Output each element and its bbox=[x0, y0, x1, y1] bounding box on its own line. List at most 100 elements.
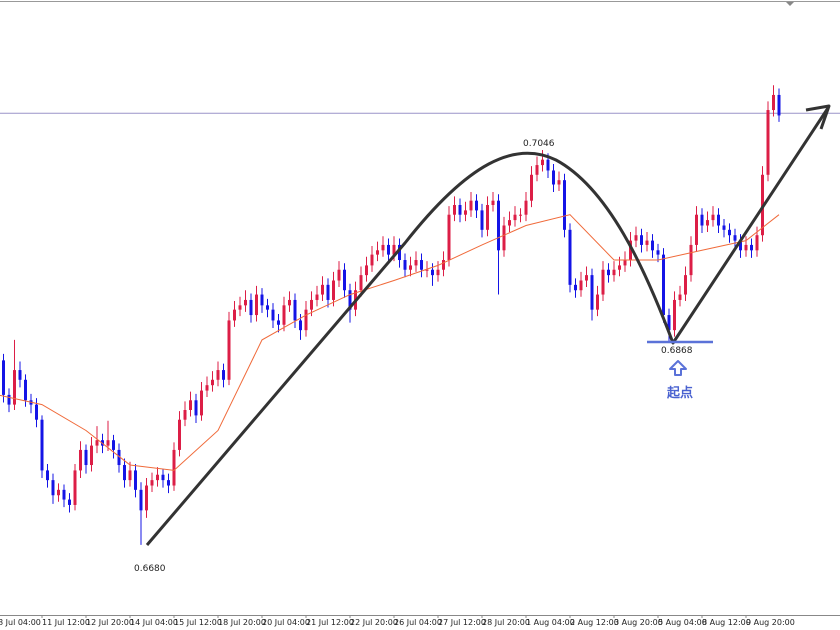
candle-body bbox=[321, 284, 324, 295]
candle-body bbox=[293, 299, 297, 321]
trend-arrow bbox=[145, 107, 830, 546]
candle-body bbox=[227, 320, 231, 380]
candle-body bbox=[546, 159, 550, 171]
candle-body bbox=[387, 244, 390, 255]
x-tick-label: 5 Aug 04:00 bbox=[658, 618, 707, 627]
x-tick-label: 20 Jul 04:00 bbox=[262, 618, 310, 627]
candle-body bbox=[156, 474, 159, 481]
candle-body bbox=[315, 294, 319, 300]
candle-body bbox=[183, 410, 187, 420]
candle-body bbox=[73, 470, 77, 505]
candle-body bbox=[414, 260, 418, 266]
arrow-head bbox=[805, 104, 831, 130]
candle-body bbox=[189, 400, 192, 410]
start-label: 起点 bbox=[666, 385, 693, 401]
candle-body bbox=[706, 220, 709, 226]
candle-body bbox=[755, 235, 759, 251]
candle-body bbox=[84, 449, 88, 466]
candle-body bbox=[348, 290, 352, 310]
x-tick-label: 8 Jul 04:00 bbox=[0, 618, 41, 627]
candle-body bbox=[398, 244, 401, 261]
candle-body bbox=[442, 260, 445, 270]
candle-body bbox=[381, 244, 385, 251]
candle-body bbox=[475, 200, 478, 211]
candle-body bbox=[469, 200, 473, 211]
candle-body bbox=[46, 470, 49, 481]
candle-body bbox=[777, 94, 781, 116]
candle-body bbox=[13, 370, 16, 405]
x-tick-label: 27 Jul 12:00 bbox=[438, 618, 486, 627]
x-tick-label: 8 Aug 12:00 bbox=[702, 618, 751, 627]
candle-body bbox=[288, 299, 291, 306]
candle-body bbox=[728, 229, 731, 236]
candle-body bbox=[304, 309, 308, 331]
candle-body bbox=[79, 449, 82, 471]
candle-body bbox=[425, 269, 429, 271]
candle-body bbox=[436, 269, 440, 276]
x-tick-label: 15 Jul 12:00 bbox=[174, 618, 222, 627]
candle-body bbox=[112, 440, 115, 450]
candle-body bbox=[161, 474, 165, 481]
candle-body bbox=[711, 214, 715, 221]
candle-body bbox=[640, 235, 643, 245]
candle-body bbox=[277, 320, 280, 325]
candle-body bbox=[337, 269, 341, 281]
x-tick-label: 9 Aug 20:00 bbox=[746, 618, 795, 627]
x-tick-label: 21 Jul 12:00 bbox=[306, 618, 354, 627]
candle-body bbox=[678, 294, 682, 300]
candle-body bbox=[216, 370, 220, 380]
candle-body bbox=[662, 254, 665, 316]
candle-body bbox=[447, 214, 451, 261]
scroll-marker bbox=[786, 2, 794, 6]
candle-body bbox=[585, 275, 588, 281]
x-tick-label: 12 Jul 20:00 bbox=[86, 618, 134, 627]
candle-body bbox=[282, 305, 286, 325]
candle-body bbox=[7, 394, 11, 405]
x-tick-label: 1 Aug 04:00 bbox=[526, 618, 575, 627]
candle-body bbox=[211, 379, 214, 386]
candle-body bbox=[403, 260, 407, 270]
candle-body bbox=[541, 159, 544, 166]
candle-body bbox=[249, 299, 253, 316]
x-tick-label: 18 Jul 20:00 bbox=[218, 618, 266, 627]
candle-body bbox=[524, 200, 528, 215]
candle-body bbox=[57, 489, 60, 496]
candle-body bbox=[310, 299, 313, 310]
candle-body bbox=[579, 280, 583, 291]
candle-body bbox=[128, 470, 132, 481]
candle-body bbox=[172, 449, 176, 486]
candle-body bbox=[255, 294, 258, 316]
candle-body bbox=[623, 260, 627, 266]
candle-body bbox=[502, 225, 506, 251]
candle-body bbox=[733, 235, 737, 241]
candle-body bbox=[200, 390, 203, 416]
candle-body bbox=[370, 254, 374, 266]
candle-body bbox=[409, 265, 412, 270]
candle-body bbox=[376, 250, 379, 255]
candle-body bbox=[266, 305, 269, 310]
candle-body bbox=[299, 320, 302, 331]
candle-body bbox=[722, 225, 726, 230]
candle-body bbox=[260, 294, 264, 306]
candle-body bbox=[695, 214, 698, 245]
candle-body bbox=[365, 265, 368, 276]
candle-body bbox=[123, 465, 126, 481]
x-tick-label: 28 Jul 20:00 bbox=[482, 618, 530, 627]
candle-body bbox=[700, 214, 704, 226]
candle-body bbox=[574, 284, 577, 291]
candle-body bbox=[563, 180, 566, 230]
x-tick-label: 22 Jul 20:00 bbox=[350, 618, 398, 627]
candle-body bbox=[2, 360, 5, 395]
candle-body bbox=[744, 244, 748, 251]
low-label: 0.6680 bbox=[134, 564, 166, 574]
moving-average bbox=[0, 214, 780, 471]
candle-body bbox=[519, 214, 522, 216]
candle-body bbox=[68, 499, 71, 505]
candle-body bbox=[629, 240, 632, 261]
candle-body bbox=[35, 404, 38, 420]
candle-body bbox=[535, 165, 539, 175]
candle-body bbox=[717, 214, 720, 226]
x-tick-label: 14 Jul 04:00 bbox=[130, 618, 178, 627]
candle-body bbox=[497, 200, 500, 251]
